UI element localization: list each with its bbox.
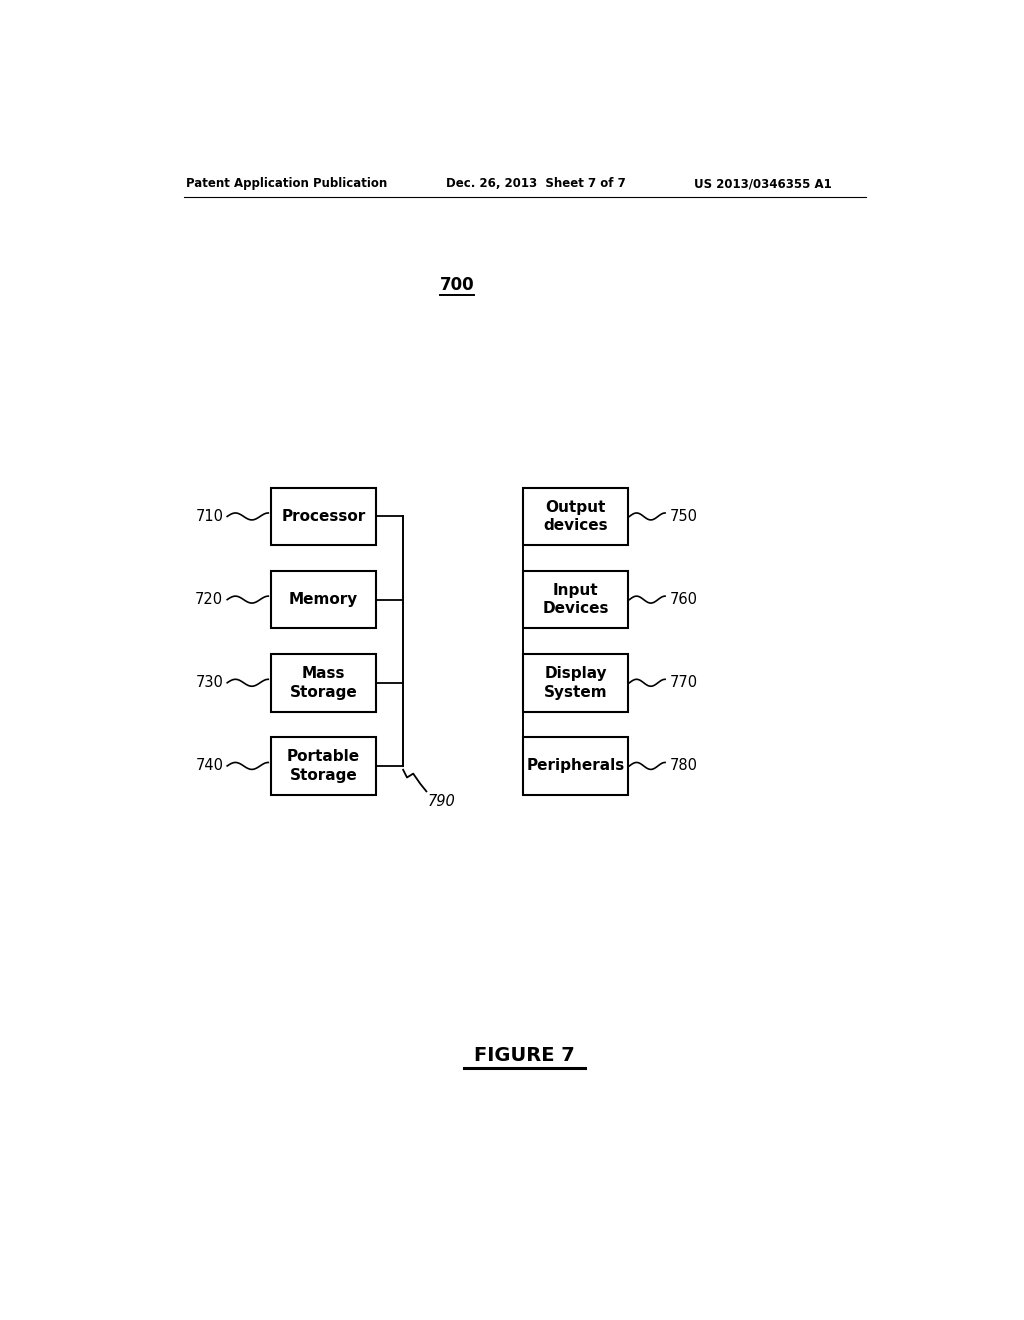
Text: Memory: Memory [289, 593, 358, 607]
FancyBboxPatch shape [523, 487, 628, 545]
Text: Output
devices: Output devices [544, 500, 608, 533]
Text: 740: 740 [196, 759, 223, 774]
Text: Processor: Processor [282, 510, 366, 524]
Text: Portable
Storage: Portable Storage [287, 750, 360, 783]
Text: 750: 750 [670, 510, 697, 524]
Text: 790: 790 [428, 795, 456, 809]
Text: Mass
Storage: Mass Storage [290, 667, 357, 700]
Text: Patent Application Publication: Patent Application Publication [186, 177, 387, 190]
Text: Peripherals: Peripherals [526, 759, 625, 774]
Text: 730: 730 [196, 676, 223, 690]
Text: 720: 720 [196, 593, 223, 607]
Text: 770: 770 [670, 676, 697, 690]
Text: 760: 760 [670, 593, 697, 607]
FancyBboxPatch shape [271, 653, 376, 711]
Text: FIGURE 7: FIGURE 7 [474, 1045, 575, 1065]
FancyBboxPatch shape [523, 653, 628, 711]
Text: 710: 710 [196, 510, 223, 524]
FancyBboxPatch shape [271, 737, 376, 795]
FancyBboxPatch shape [523, 737, 628, 795]
Text: Dec. 26, 2013  Sheet 7 of 7: Dec. 26, 2013 Sheet 7 of 7 [445, 177, 626, 190]
Text: 780: 780 [670, 759, 697, 774]
FancyBboxPatch shape [523, 570, 628, 628]
Text: US 2013/0346355 A1: US 2013/0346355 A1 [693, 177, 831, 190]
FancyBboxPatch shape [271, 487, 376, 545]
FancyBboxPatch shape [271, 570, 376, 628]
Text: Input
Devices: Input Devices [543, 583, 609, 616]
Text: Display
System: Display System [544, 667, 607, 700]
Text: 700: 700 [440, 276, 475, 294]
